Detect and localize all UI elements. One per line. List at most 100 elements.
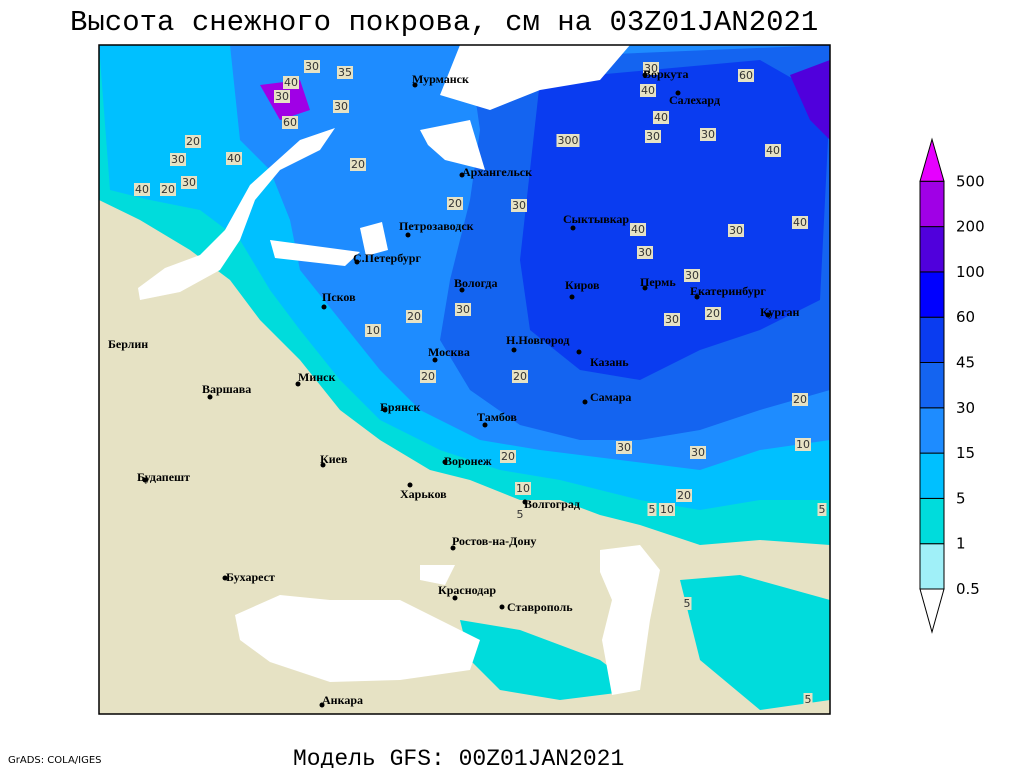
contour-label: 30 [691,446,705,459]
contour-label-bg [795,438,811,451]
city-label: Киев [320,452,348,466]
snow-area [790,60,830,140]
contour-label: 20 [513,370,527,383]
legend-swatch [919,362,945,409]
contour-label-bg [185,135,201,148]
contour-label-bg [170,153,186,166]
contour-label-bg [792,393,808,406]
contour-label: 30 [305,60,319,73]
legend-label: 0.5 [956,580,980,598]
contour-label: 5 [649,503,656,516]
city-dot [407,482,413,488]
contour-label-bg [728,224,744,237]
contour-label: 5 [805,693,812,706]
contour-label-bg [511,199,527,212]
city-label: Пермь [640,275,676,289]
legend-label: 15 [956,444,975,462]
contour-label-bg [659,503,675,516]
contour-label-bg [705,307,721,320]
legend-swatch [919,271,945,318]
contour-label: 10 [796,438,810,451]
city-dot [569,294,575,300]
city-label: Анкара [322,693,363,707]
contour-label-bg [500,450,516,463]
legend-swatch [919,407,945,454]
map-frame [98,44,831,715]
contour-label-bg [643,62,659,75]
city-dot [452,595,458,601]
city-label: Будапешт [137,470,190,484]
city-label: С.Петербург [353,251,421,265]
sea [270,240,360,266]
contour-label-bg [556,134,580,147]
sea [420,565,455,585]
city-label: Москва [428,345,470,359]
contour-label-bg [274,90,290,103]
city-dot [382,407,388,413]
city-label: Харьков [400,487,447,501]
contour-label: 30 [644,62,658,75]
contour-label-bg [350,158,366,171]
contour-label-bg [645,130,661,143]
contour-label-bg [406,310,422,323]
contour-label: 30 [665,313,679,326]
legend-label: 100 [956,263,985,281]
city-dot [576,349,582,355]
contour-label-bg [282,116,298,129]
contour-label: 30 [646,130,660,143]
contour-label-bg [664,313,680,326]
sea [235,595,480,682]
city-dot [319,702,325,708]
contour-label: 300 [558,134,579,147]
city-label: Казань [590,355,629,369]
contour-label-bg [447,197,463,210]
contour-label: 20 [186,135,200,148]
contour-label: 20 [448,197,462,210]
legend-label: 1 [956,535,966,553]
legend-max-triangle [919,137,945,182]
contour-label-bg [738,69,754,82]
contour-label: 20 [677,489,691,502]
contour-label: 60 [739,69,753,82]
sea [420,120,485,170]
city-dot [412,82,418,88]
contour-label: 10 [366,324,380,337]
city-dot [570,225,576,231]
contour-label: 5 [684,597,691,610]
city-dot [482,422,488,428]
legend-label: 60 [956,308,975,326]
city-dot [694,294,700,300]
sea [138,128,335,300]
contour-label-bg [515,482,531,495]
contour-label-bg [700,128,716,141]
city-dot [222,575,228,581]
city-dot [459,287,465,293]
city-label: Брянск [380,400,420,414]
snow-area [460,620,640,700]
contour-label: 20 [161,183,175,196]
contour-label: 20 [706,307,720,320]
contour-label-bg [304,60,320,73]
contour-label: 20 [501,450,515,463]
contour-label: 40 [135,183,149,196]
city-label: Ростов-на-Дону [452,534,536,548]
city-label: Бухарест [226,570,275,584]
contour-label-bg [682,597,692,610]
city-label: Петрозаводск [399,219,474,233]
contour-label: 40 [227,152,241,165]
cities: Мурманск Воркута Салехард Архангельск Сыктыв… [108,67,800,708]
city-label: Варшава [202,382,251,396]
contour-label-bg [515,508,525,521]
city-label: Воркута [643,67,688,81]
city-label: Самара [590,390,631,404]
city-label: Псков [322,290,356,304]
contour-label-bg [512,370,528,383]
legend-swatch [919,180,945,228]
legend-label: 200 [956,218,985,236]
city-dot [321,304,327,310]
contour-label: 30 [456,303,470,316]
city-dot [459,172,465,178]
